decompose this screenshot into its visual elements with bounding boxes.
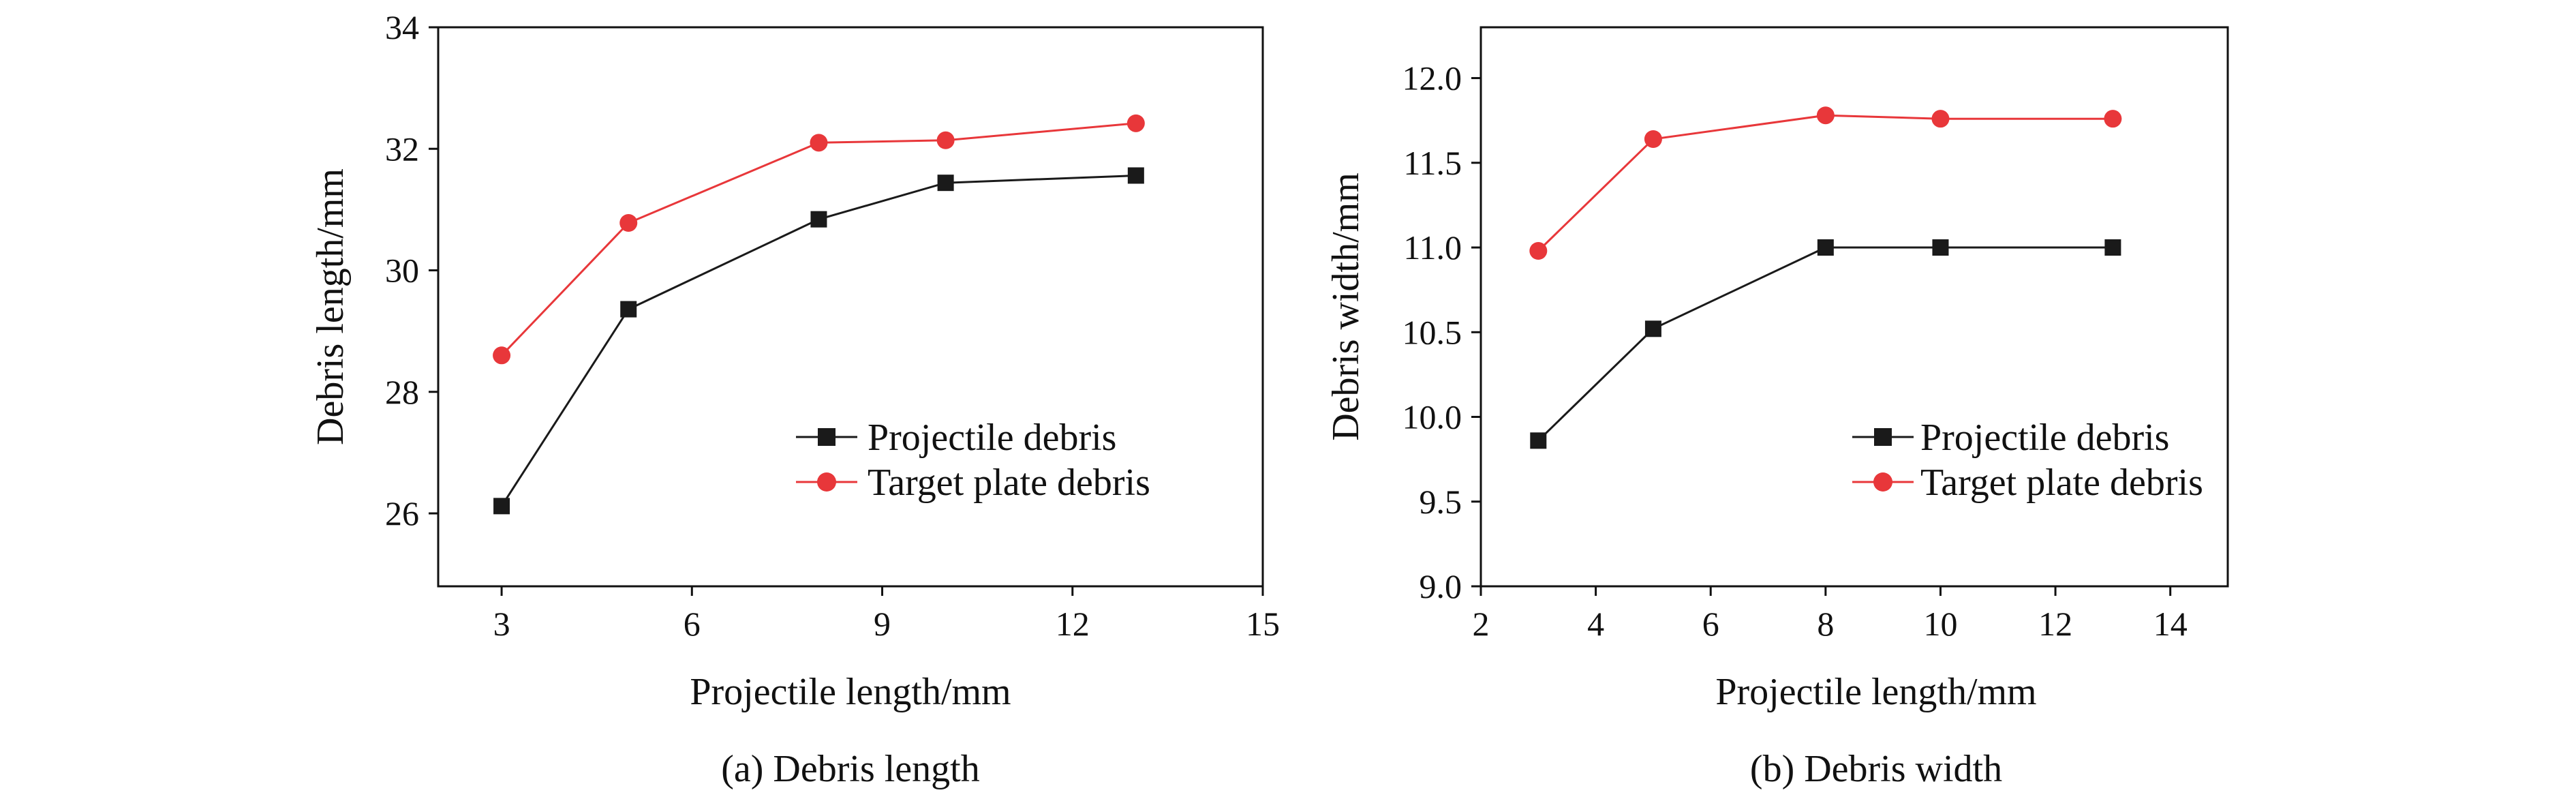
chart-b-y-tick-label: 10.0 [1402,398,1462,436]
chart-b-point-projectile [1932,239,1949,256]
chart-a-x-tick-label: 9 [874,605,891,643]
chart-b-caption: (b) Debris width [1750,748,2002,790]
chart-a-caption: (a) Debris length [721,748,979,790]
chart-a-plot-frame [437,26,1264,588]
chart-a-y-tick-label: 32 [385,130,419,168]
chart-a-x-tick-label: 12 [1056,605,1090,643]
chart-a-legend-label-projectile: Projectile debris [868,417,1116,459]
chart-b-y-tick-label: 9.0 [1420,567,1462,605]
chart-b-x-axis-title: Projectile length/mm [1715,671,2036,713]
chart-a-x-axis-title: Projectile length/mm [690,671,1011,713]
chart-b-y-tick-label: 12.0 [1402,59,1462,97]
chart-a-y-tick-label: 30 [385,252,419,290]
chart-a-ticks: 3 6 9 12 15 26 28 30 32 34 [385,8,1280,643]
chart-a-x-tick-label: 3 [493,605,510,643]
chart-a-legend-item-target: Target plate debris [796,462,1150,504]
chart-b-legend-item-projectile: Projectile debris [1852,417,2169,459]
chart-b-point-projectile [1530,432,1547,449]
chart-b-legend: Projectile debris Target plate debris [1852,417,2203,504]
chart-a-legend: Projectile debris Target plate debris [796,417,1150,504]
chart-a-y-tick-label: 28 [385,373,419,411]
chart-a-legend-marker-projectile [818,428,835,446]
chart-a-point-target [619,214,638,232]
chart-b-point-projectile [1644,320,1661,337]
chart-b-y-tick-label: 11.0 [1403,228,1462,267]
chart-b-point-target [1816,106,1835,125]
chart-a-y-tick-label: 34 [385,8,419,46]
chart-b-legend-item-target: Target plate debris [1852,462,2203,504]
chart-b-legend-marker-projectile [1874,428,1892,446]
chart-a-point-target [810,134,828,152]
chart-b-legend-label-projectile: Projectile debris [1920,417,2169,459]
chart-b-y-tick-label: 11.5 [1403,144,1462,182]
chart-a-y-tick-label: 26 [385,494,419,532]
chart-b-series-line-target [1537,114,2113,252]
chart-b-series-line-projectile [1537,246,2113,442]
chart-a-point-projectile [493,498,510,515]
chart-b-x-tick-label: 4 [1587,605,1604,643]
chart-b-y-tick-label: 9.5 [1420,483,1462,521]
chart-a-point-target [936,131,955,149]
chart-b-x-tick-label: 10 [1923,605,1957,643]
chart-a-point-target [1126,114,1145,132]
chart-a-point-projectile [620,301,637,318]
chart-b-x-tick-label: 14 [2153,605,2188,643]
chart-a-point-target [493,346,511,365]
chart-b-legend-label-target: Target plate debris [1920,462,2203,504]
chart-b-y-tick-label: 10.5 [1402,313,1462,351]
chart-a-series [493,114,1145,515]
chart-a-legend-marker-target [817,472,836,492]
chart-b-series [1529,106,2122,449]
chart-a-legend-label-target: Target plate debris [868,462,1150,504]
chart-a-point-projectile [1127,167,1144,184]
chart-a-x-tick-label: 6 [684,605,701,643]
chart-a-point-projectile [937,175,954,192]
chart-b-x-tick-label: 8 [1817,605,1834,643]
chart-b-point-target [1644,130,1662,148]
chart-a-series-line-target [501,122,1136,357]
chart-b-point-target [1529,242,1548,260]
chart-b-point-target [1931,110,1950,128]
chart-b-y-axis-title: Debris width/mm [1325,172,1367,441]
chart-b-ticks: 2 4 6 8 10 12 14 9.0 9.5 10.0 10.5 11.0 11.5 12.0 [1402,59,2188,643]
chart-a-y-axis-title: Debris length/mm [309,168,352,445]
chart-b-x-tick-label: 12 [2038,605,2072,643]
chart-a-legend-item-projectile: Projectile debris [796,417,1116,459]
chart-b-point-projectile [1817,239,1834,256]
chart-b-x-tick-label: 2 [1473,605,1490,643]
chart-a: 3 6 9 12 15 26 28 30 32 34 Projectile length/mm D… [309,8,1280,790]
chart-b-point-target [2104,110,2122,128]
chart-b-x-tick-label: 6 [1702,605,1719,643]
chart-a-x-tick-label: 15 [1246,605,1280,643]
chart-b-plot-frame [1479,26,2229,588]
chart-b-point-projectile [2104,239,2121,256]
chart-a-point-projectile [810,211,827,228]
chart-b-legend-marker-target [1873,472,1892,492]
chart-b: 2 4 6 8 10 12 14 9.0 9.5 10.0 10.5 11.0 11.5 12.0 Pro… [1325,26,2229,790]
